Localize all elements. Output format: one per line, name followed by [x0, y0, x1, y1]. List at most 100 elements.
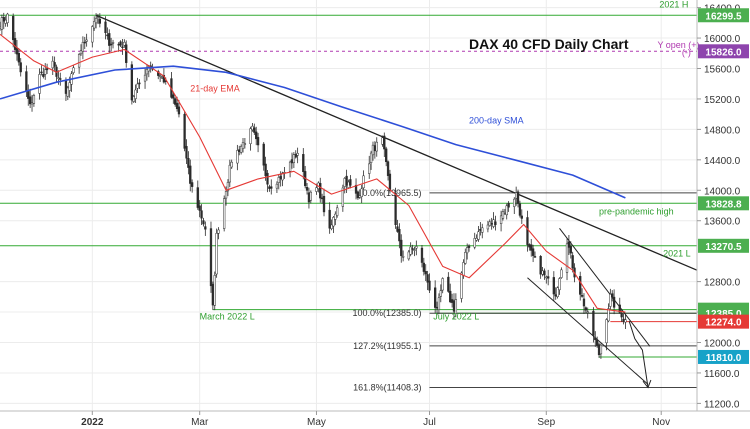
candle-body [528, 244, 531, 248]
candle [223, 195, 226, 232]
candle-body [183, 113, 186, 149]
candle-body [345, 175, 348, 186]
candle [309, 190, 312, 204]
annotation-label: 2021 H [659, 0, 688, 10]
candle-body [302, 154, 305, 173]
candle [426, 270, 429, 291]
channel-upper-line [559, 228, 651, 347]
candle [130, 61, 134, 105]
price-badge-label: 13828.8 [705, 199, 742, 210]
candle [516, 189, 520, 208]
candle [464, 248, 467, 265]
candle-body [420, 247, 424, 263]
candle [83, 36, 86, 49]
candle [386, 160, 390, 181]
candle-body [249, 128, 252, 144]
candle [25, 65, 28, 98]
candle [121, 39, 124, 55]
annotation-label: March 2022 L [200, 312, 255, 322]
candle [332, 215, 335, 233]
candle-body [290, 159, 294, 164]
fib-label: 0.0%(13965.5) [362, 188, 421, 198]
candle [368, 155, 371, 179]
candle-body [266, 172, 269, 185]
candle [354, 178, 358, 200]
candle-body [44, 69, 47, 75]
candle-body [552, 277, 555, 295]
candle-body [518, 203, 522, 216]
candle-body [360, 188, 363, 197]
candle-body [388, 173, 392, 192]
candle-body [486, 224, 490, 230]
price-badge-bg [698, 196, 749, 211]
candle-body [6, 13, 9, 24]
candle [138, 79, 141, 89]
candle [554, 287, 557, 300]
candle-body [439, 290, 442, 297]
candle [143, 68, 147, 89]
candle [32, 93, 36, 107]
candle [580, 288, 584, 298]
candle [607, 303, 610, 323]
candle-body [369, 152, 373, 163]
candle-body [501, 211, 505, 219]
y-tick-label: 15200.0 [704, 95, 741, 106]
candle-body [53, 62, 56, 67]
candle [209, 221, 213, 293]
candle [609, 288, 612, 310]
candle-body [401, 255, 405, 258]
candle [450, 293, 454, 308]
x-tick-label: Sep [537, 417, 555, 428]
candle-body [19, 62, 22, 73]
candle-body [66, 87, 69, 97]
candle-body [111, 42, 115, 44]
y-tick-label: 12800.0 [704, 278, 741, 289]
candle [200, 204, 203, 225]
x-tick-label: Jul [423, 417, 436, 428]
candle [104, 16, 107, 40]
candle [362, 170, 365, 191]
candle-body [441, 278, 444, 291]
candle [356, 190, 360, 200]
candle-body [381, 137, 384, 145]
candle-body [530, 244, 533, 251]
candle-body [599, 344, 603, 355]
candle-body [620, 313, 623, 318]
candle-body [215, 233, 218, 275]
candle [466, 243, 469, 260]
candle [486, 220, 490, 233]
y-tick-label: 16000.0 [704, 34, 741, 45]
candle [518, 200, 522, 218]
candle-body [319, 183, 322, 199]
candle [270, 179, 273, 195]
candle [569, 241, 572, 259]
candle-body [541, 270, 544, 275]
candle [217, 227, 220, 240]
candle-body [256, 137, 260, 146]
candle [533, 251, 537, 258]
candle [481, 223, 484, 239]
candle [592, 307, 595, 343]
candle-body [217, 229, 220, 234]
candle-body [383, 135, 386, 150]
candle-body [68, 82, 71, 91]
candle [305, 183, 309, 195]
candle-body [162, 75, 166, 83]
candle-body [189, 165, 192, 184]
price-badge-bg [698, 238, 749, 253]
candle-body [196, 187, 199, 208]
candle [567, 235, 571, 256]
price-badge: 16299.5 [698, 8, 749, 23]
candle [492, 212, 495, 229]
candle [190, 179, 194, 193]
y-tick-label: 14000.0 [704, 186, 741, 197]
candle [349, 175, 352, 189]
candle-body [309, 191, 312, 201]
candle-body [77, 54, 81, 68]
candle [571, 251, 574, 273]
candle [134, 84, 137, 103]
y-tick-label: 13600.0 [704, 217, 741, 228]
candle [407, 249, 410, 261]
candle-body [556, 287, 559, 297]
